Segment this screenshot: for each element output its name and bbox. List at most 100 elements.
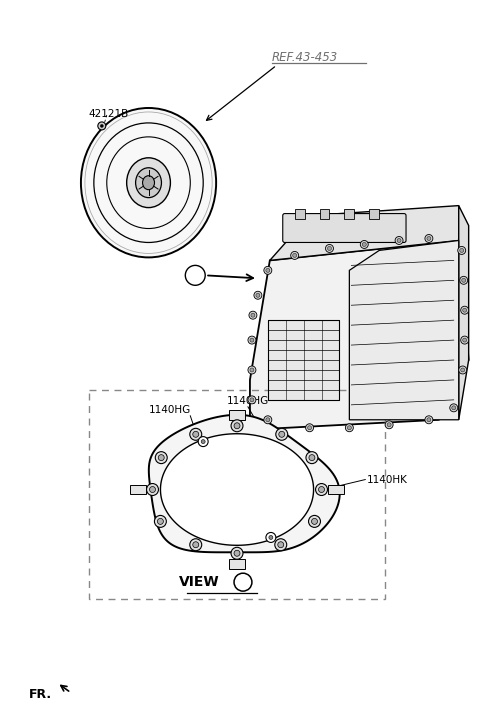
Circle shape [275,539,287,551]
Polygon shape [349,241,459,419]
Circle shape [256,293,260,297]
Circle shape [462,278,466,282]
Bar [319,209,330,219]
Circle shape [461,368,465,372]
Circle shape [234,423,240,429]
Text: REF.43-453: REF.43-453 [272,51,338,64]
Circle shape [459,366,467,374]
Circle shape [158,454,164,461]
Circle shape [266,418,270,422]
Circle shape [425,235,433,243]
Text: 1140HK: 1140HK [367,475,408,485]
Circle shape [360,241,368,249]
Circle shape [250,338,254,342]
Circle shape [362,243,366,246]
Circle shape [309,454,315,461]
Circle shape [306,451,318,464]
Circle shape [264,416,272,424]
Polygon shape [149,415,340,553]
Text: A: A [239,577,247,587]
Circle shape [155,451,167,464]
Circle shape [198,437,208,446]
Circle shape [248,396,256,403]
Circle shape [316,483,328,496]
Circle shape [460,276,468,284]
Circle shape [427,418,431,422]
Circle shape [306,424,314,432]
Ellipse shape [81,108,216,257]
Circle shape [291,252,298,260]
Circle shape [266,532,276,542]
Circle shape [458,246,466,254]
Circle shape [461,306,468,314]
Bar [89,390,385,599]
Text: VIEW: VIEW [179,575,219,589]
Circle shape [293,254,297,257]
Circle shape [185,265,205,285]
Circle shape [278,542,284,547]
Circle shape [425,416,433,424]
Bar [329,484,344,494]
Circle shape [193,542,199,547]
Circle shape [250,368,254,372]
Ellipse shape [143,176,155,190]
Circle shape [249,311,257,319]
Circle shape [385,421,393,429]
Circle shape [276,428,288,441]
Circle shape [234,550,240,556]
Circle shape [154,515,166,527]
Circle shape [319,486,324,492]
Bar [229,559,245,569]
Text: 1140HG: 1140HG [149,405,192,415]
Circle shape [328,246,331,250]
Circle shape [254,292,262,300]
Circle shape [248,366,256,374]
Text: 1140HG: 1140HG [227,395,269,406]
Circle shape [149,486,156,492]
Circle shape [193,431,199,438]
Circle shape [190,539,202,551]
Circle shape [347,426,352,430]
Bar [295,209,305,219]
Circle shape [201,440,205,443]
Circle shape [158,518,163,524]
Bar [369,209,379,219]
Bar [229,410,245,419]
Ellipse shape [126,158,171,208]
Circle shape [231,419,243,432]
Circle shape [266,268,270,273]
Circle shape [463,338,467,342]
Circle shape [450,403,458,411]
Circle shape [250,398,254,402]
Circle shape [308,426,311,430]
Circle shape [395,236,403,244]
Circle shape [311,518,318,524]
Circle shape [461,336,468,344]
Bar [344,209,354,219]
Polygon shape [270,206,459,260]
Circle shape [452,406,456,410]
Circle shape [345,424,354,432]
Polygon shape [160,434,314,545]
Circle shape [251,313,255,317]
Circle shape [326,244,333,252]
Circle shape [279,431,285,438]
FancyBboxPatch shape [283,214,406,243]
Circle shape [147,483,159,496]
Circle shape [248,336,256,344]
Polygon shape [250,241,468,430]
Circle shape [460,249,464,252]
Bar [130,484,146,494]
Text: FR.: FR. [29,688,52,702]
Polygon shape [459,206,468,419]
Circle shape [427,236,431,241]
Circle shape [190,428,202,441]
Text: A: A [192,270,199,281]
Circle shape [231,547,243,559]
Text: 45000A: 45000A [297,228,341,238]
Circle shape [387,423,391,427]
Ellipse shape [136,168,161,198]
Bar [268,320,340,400]
Circle shape [98,122,106,130]
Circle shape [234,573,252,591]
